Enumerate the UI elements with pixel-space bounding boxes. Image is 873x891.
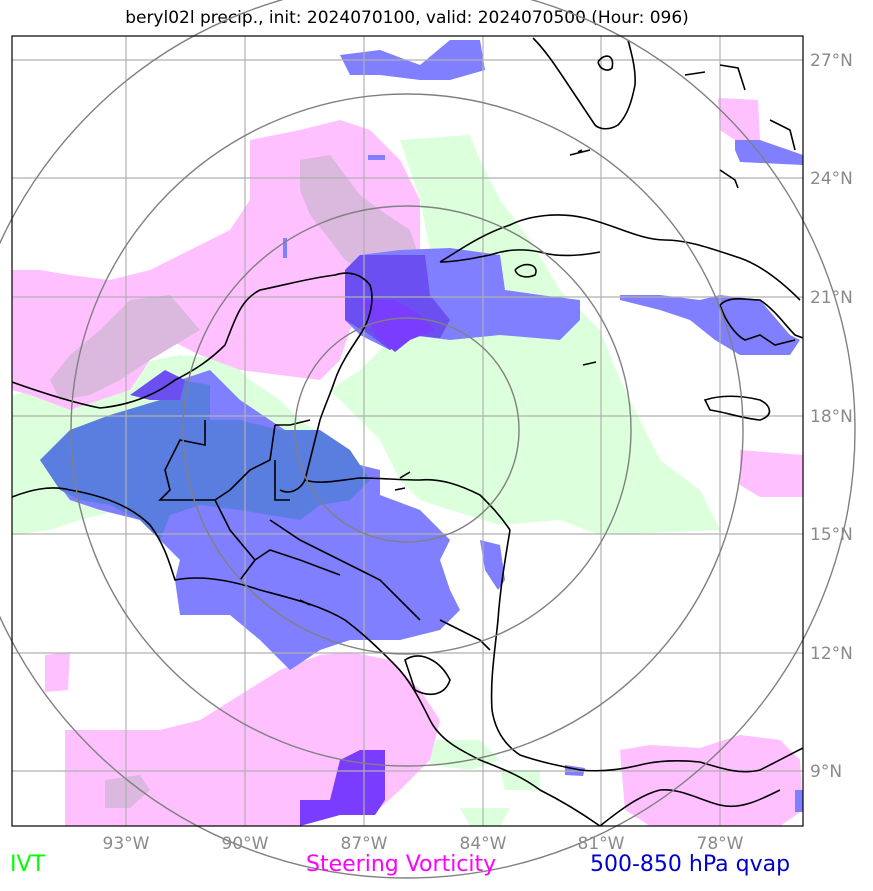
lat-tick-labels: 27°N 24°N 21°N 18°N 15°N 12°N 9°N xyxy=(810,51,853,782)
lon-tick-label: 84°W xyxy=(460,834,507,854)
lat-tick-label: 18°N xyxy=(810,407,853,427)
lon-tick-label: 78°W xyxy=(697,834,744,854)
coastlines xyxy=(12,37,803,826)
lat-tick-label: 27°N xyxy=(810,51,853,71)
lon-tick-label: 93°W xyxy=(103,834,150,854)
range-ring-1 xyxy=(294,317,520,543)
range-ring-3 xyxy=(70,93,744,767)
lat-tick-label: 9°N xyxy=(810,762,842,782)
map-title: beryl02l precip., init: 2024070100, vali… xyxy=(125,8,689,28)
lon-tick-label: 87°W xyxy=(341,834,388,854)
lat-tick-label: 12°N xyxy=(810,644,853,664)
lon-tick-label: 81°W xyxy=(578,834,625,854)
gridlines xyxy=(12,36,803,826)
lon-tick-label: 90°W xyxy=(222,834,269,854)
lon-tick-labels: 93°W 90°W 87°W 84°W 81°W 78°W xyxy=(103,834,744,854)
range-ring-4 xyxy=(0,0,856,879)
legend-steering-vorticity: Steering Vorticity xyxy=(306,852,497,877)
map-frame xyxy=(11,35,804,827)
range-rings xyxy=(0,0,856,879)
range-ring-2 xyxy=(182,205,632,655)
legend-qvap: 500-850 hPa qvap xyxy=(590,852,791,877)
legend-ivt: IVT xyxy=(10,852,45,877)
lat-tick-label: 15°N xyxy=(810,525,853,545)
lat-tick-label: 21°N xyxy=(810,288,853,308)
lat-tick-label: 24°N xyxy=(810,169,853,189)
vorticity-field xyxy=(12,98,803,826)
